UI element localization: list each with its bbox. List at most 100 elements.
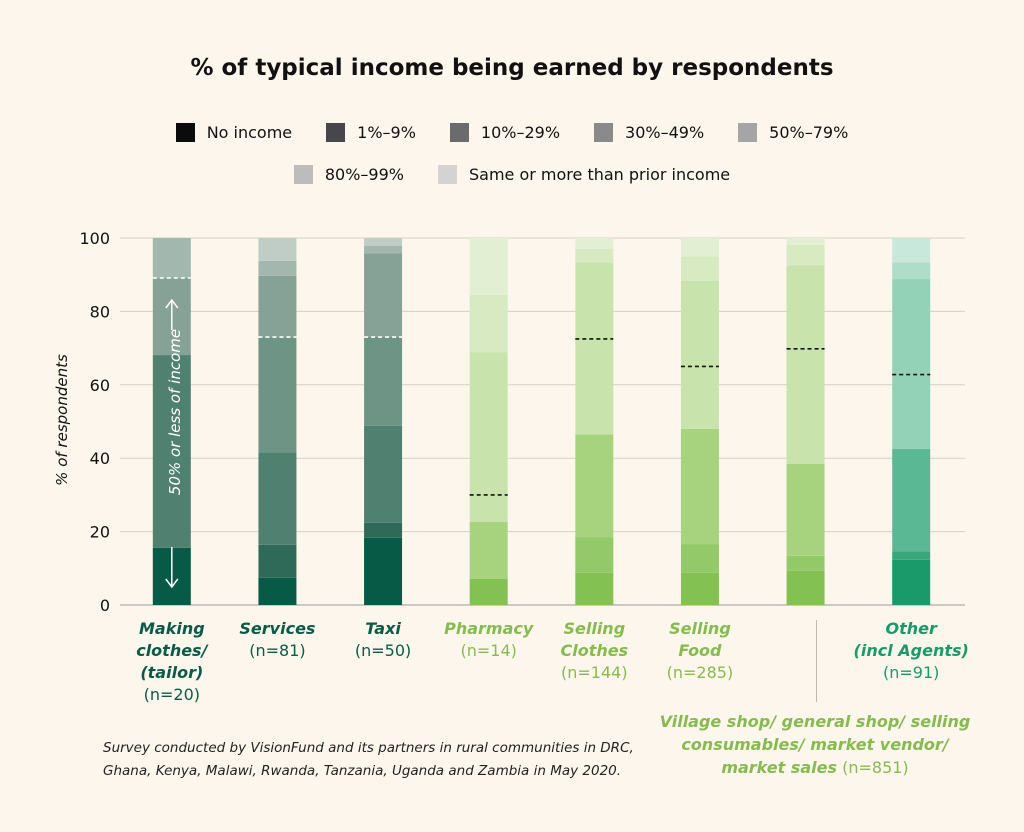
legend-label: Same or more than prior income xyxy=(468,165,731,184)
legend-label: No income xyxy=(206,123,293,142)
y-tick-label: 60 xyxy=(90,376,110,395)
village-group-label: Village shop/ general shop/ selling cons… xyxy=(655,710,975,779)
bar-segment xyxy=(575,537,614,573)
bar-segment xyxy=(152,238,191,279)
arrow-up-head-icon xyxy=(165,298,179,309)
category-name: Selling Clothes xyxy=(560,619,629,660)
legend-item: 30%–49% xyxy=(594,123,704,142)
legend-label: 10%–29% xyxy=(480,123,561,142)
category-name: Taxi xyxy=(365,619,401,638)
bar-segment xyxy=(786,463,825,556)
legend-item: 1%–9% xyxy=(326,123,416,142)
bar-segment xyxy=(469,352,508,522)
bar-segment xyxy=(469,238,508,295)
category-name: Selling Food xyxy=(669,619,731,660)
bar-segment xyxy=(364,253,403,337)
y-tick-label: 0 xyxy=(100,596,110,615)
bar-segment xyxy=(575,238,614,250)
category-n: (n=285) xyxy=(666,663,734,682)
category-name: Pharmacy xyxy=(444,619,534,638)
bar-segment xyxy=(469,521,508,579)
bar-segment xyxy=(575,434,614,538)
group-divider xyxy=(816,620,817,702)
bar-segment xyxy=(786,555,825,571)
bar-segment xyxy=(892,238,931,263)
legend-swatch xyxy=(449,123,469,142)
category-n: (n=144) xyxy=(561,663,628,682)
bar-segment xyxy=(258,337,297,453)
category-n: (n=14) xyxy=(460,641,517,660)
y-tick-label: 100 xyxy=(79,229,110,248)
bar-segment xyxy=(575,262,614,435)
bar-segment xyxy=(258,238,297,261)
bar-segment xyxy=(364,522,403,538)
bar-segment xyxy=(364,537,403,605)
bar-segment xyxy=(786,244,825,266)
bar-segment xyxy=(258,275,297,338)
bar-segment xyxy=(786,238,825,245)
village-group-name: Village shop/ general shop/ selling cons… xyxy=(659,712,971,777)
bar-segment xyxy=(364,336,403,426)
category-label: Making clothes/ (tailor) (n=20) xyxy=(107,618,237,706)
bar-segment xyxy=(892,551,931,560)
chart-title: % of typical income being earned by resp… xyxy=(190,55,834,81)
bar-segment xyxy=(680,280,719,429)
bar-segment xyxy=(152,355,191,548)
category-n: (n=91) xyxy=(882,663,940,682)
bar-segment xyxy=(892,449,931,552)
category-label: Other (incl Agents) (n=91) xyxy=(846,618,976,684)
legend-row-1: No income 1%–9% 10%–29% 30%–49% 50%–79% xyxy=(0,123,1024,142)
category-label: Taxi (n=50) xyxy=(318,618,448,662)
category-label: Pharmacy (n=14) xyxy=(424,618,554,662)
bar-segment xyxy=(469,294,508,353)
category-label: Selling Food (n=285) xyxy=(635,618,765,684)
category-label: Selling Clothes (n=144) xyxy=(529,618,659,684)
bar-segment xyxy=(680,428,719,545)
bar-segment xyxy=(680,544,719,573)
bar-segment xyxy=(892,559,931,605)
legend-item: 10%–29% xyxy=(449,123,561,142)
bar-segment xyxy=(680,238,719,257)
arrow-down-head-icon xyxy=(165,578,179,589)
legend-label: 30%–49% xyxy=(625,123,705,142)
bar-segment xyxy=(258,544,297,578)
legend-item: 50%–79% xyxy=(738,123,848,142)
annotation-label: 50% or less of income xyxy=(166,328,184,496)
legend-item: Same or more than prior income xyxy=(437,165,731,184)
y-tick-label: 40 xyxy=(90,449,110,468)
bar-segment xyxy=(892,262,931,280)
legend-swatch xyxy=(738,123,758,142)
bar-segment xyxy=(364,425,403,523)
legend-swatch xyxy=(293,165,313,184)
footnote: Survey conducted by VisionFund and its p… xyxy=(103,740,634,779)
category-n: (n=20) xyxy=(143,685,200,704)
bar-segment xyxy=(469,578,508,605)
category-name: Services xyxy=(239,619,316,638)
bar-segment xyxy=(786,570,825,605)
category-name: Other (incl Agents) xyxy=(853,619,969,660)
bar-segment xyxy=(680,256,719,281)
bar-segment xyxy=(258,577,297,605)
bar-segment xyxy=(258,260,297,276)
bar-segment xyxy=(575,249,614,263)
legend-row-2: 80%–99% Same or more than prior income xyxy=(0,165,1024,184)
y-tick-label: 80 xyxy=(90,302,110,321)
bar-segment xyxy=(364,245,403,254)
bar-segment xyxy=(786,265,825,464)
bar-segment xyxy=(364,238,403,246)
legend-swatch xyxy=(437,165,457,184)
bar-segment xyxy=(892,279,931,450)
category-n: (n=81) xyxy=(249,641,306,660)
legend-label: 80%–99% xyxy=(324,165,404,184)
legend-swatch xyxy=(594,123,614,142)
category-name: Making clothes/ (tailor) xyxy=(136,619,208,682)
legend-item: No income xyxy=(175,123,293,142)
bar-segment xyxy=(575,572,614,605)
legend-swatch xyxy=(175,123,195,142)
legend-swatch xyxy=(326,123,346,142)
village-group-n: (n=851) xyxy=(842,758,909,777)
bar-segment xyxy=(258,452,297,545)
legend-item: 80%–99% xyxy=(293,165,404,184)
legend-label: 50%–79% xyxy=(769,123,849,142)
